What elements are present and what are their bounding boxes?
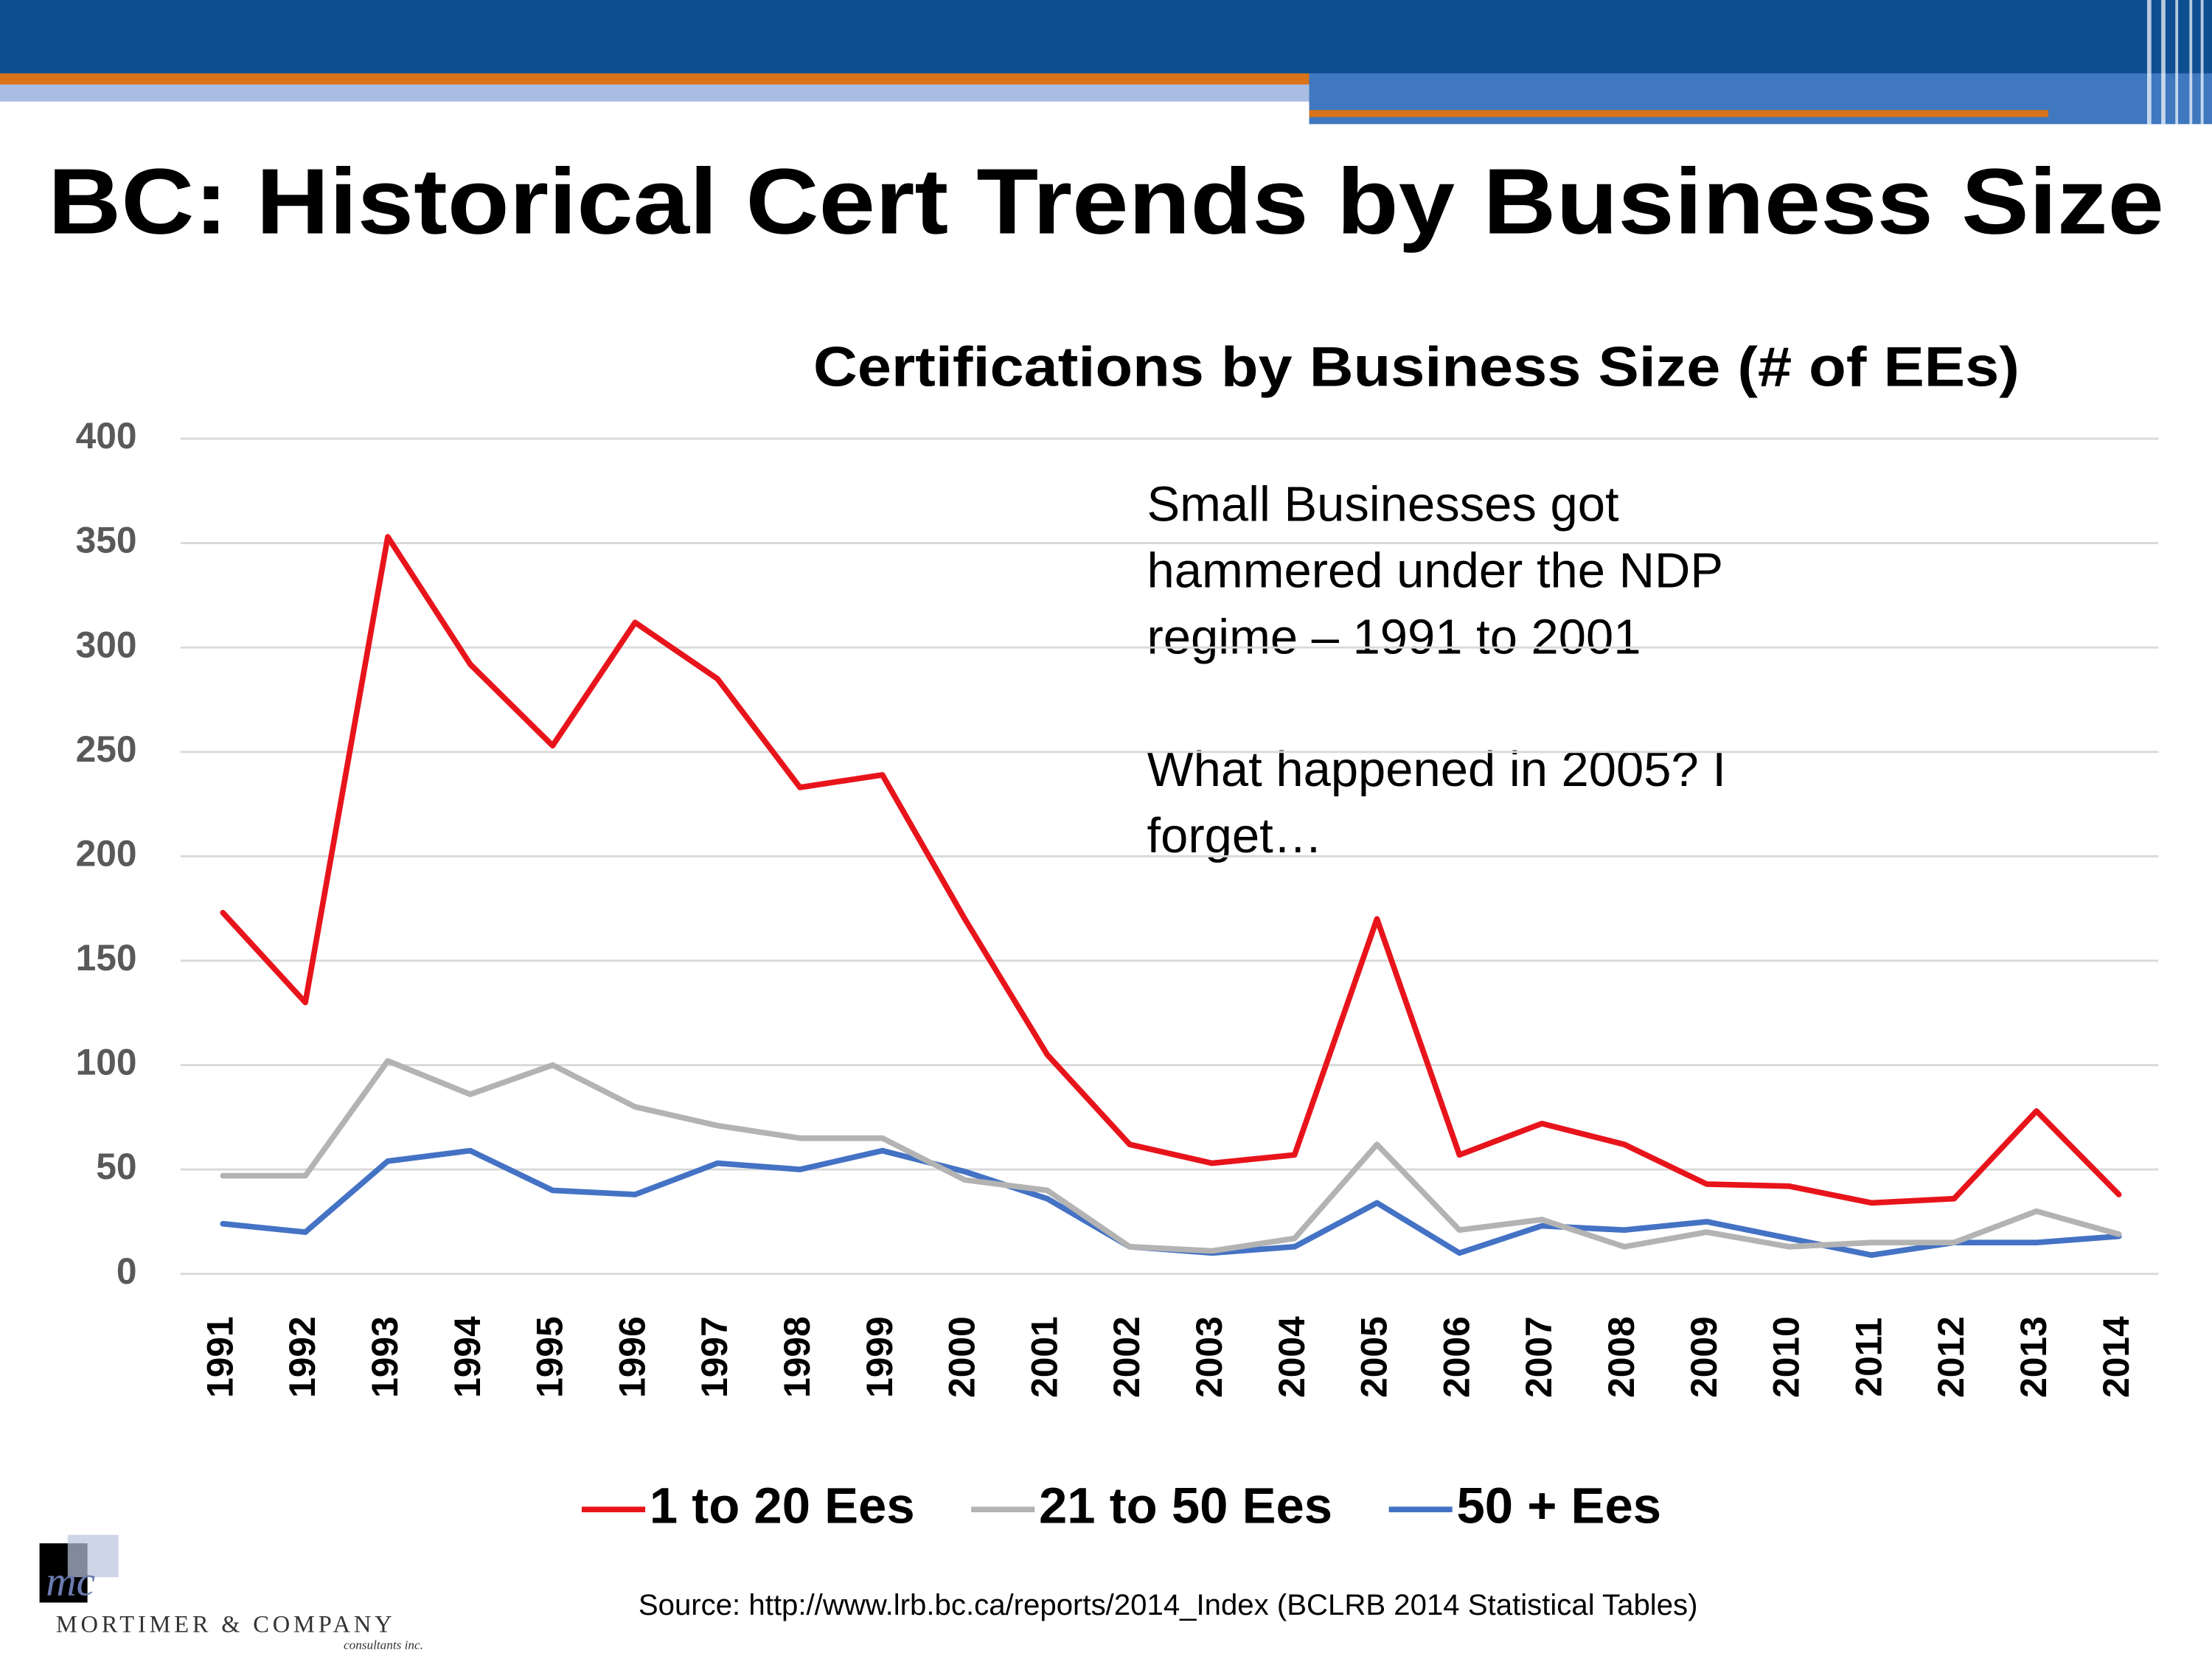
x-tick-label: 1995 bbox=[529, 1316, 571, 1398]
x-tick-label: 2003 bbox=[1189, 1316, 1230, 1398]
logo-name: Mortimer & Company bbox=[56, 1611, 396, 1638]
y-tick-label: 50 bbox=[96, 1146, 136, 1187]
y-tick-label: 400 bbox=[76, 415, 137, 456]
y-tick-label: 0 bbox=[116, 1251, 137, 1292]
x-tick-label: 2010 bbox=[1766, 1316, 1807, 1398]
y-tick-label: 100 bbox=[76, 1042, 137, 1083]
series-line bbox=[220, 1058, 2122, 1254]
x-tick-label: 2002 bbox=[1106, 1316, 1147, 1398]
logo-tagline: consultants inc. bbox=[344, 1638, 423, 1652]
x-tick-label: 1993 bbox=[364, 1316, 406, 1398]
legend-label: 50 + Ees bbox=[1456, 1477, 1661, 1534]
x-tick-label: 2011 bbox=[1848, 1318, 1889, 1397]
header-bar bbox=[0, 0, 2212, 74]
x-tick-label: 2012 bbox=[1930, 1316, 1972, 1398]
series-line bbox=[220, 534, 2122, 1206]
x-tick-label: 1994 bbox=[447, 1316, 488, 1398]
x-tick-label: 2000 bbox=[942, 1316, 983, 1398]
x-tick-label: 2007 bbox=[1518, 1316, 1559, 1398]
header-stripes bbox=[2146, 0, 2204, 125]
logo: mc Mortimer & Company consultants inc. bbox=[39, 1534, 423, 1652]
x-tick-label: 1996 bbox=[611, 1316, 653, 1398]
x-tick-label: 2004 bbox=[1271, 1316, 1312, 1398]
x-tick-label: 2008 bbox=[1601, 1316, 1642, 1398]
x-tick-label: 2014 bbox=[2096, 1316, 2137, 1398]
chart-title: Certifications by Business Size (# of EE… bbox=[813, 335, 2020, 398]
legend-label: 1 to 20 Ees bbox=[650, 1477, 915, 1534]
annotation-line: hammered under the NDP bbox=[1147, 543, 1723, 598]
series-line bbox=[220, 1147, 2122, 1259]
logo-mark: mc bbox=[46, 1559, 95, 1605]
x-tick-label: 2009 bbox=[1683, 1316, 1725, 1398]
slide-title: BC: Historical Cert Trends by Business S… bbox=[48, 150, 2164, 254]
header-accent bbox=[1309, 110, 2049, 117]
y-tick-label: 250 bbox=[76, 728, 137, 770]
x-tick-label: 1992 bbox=[282, 1316, 323, 1398]
annotation: Small Businesses got hammered under the N… bbox=[1147, 476, 1725, 863]
legend-label: 21 to 50 Ees bbox=[1039, 1477, 1332, 1534]
annotation-line: regime – 1991 to 2001 bbox=[1147, 609, 1641, 664]
y-tick-label: 300 bbox=[76, 624, 137, 665]
x-tick-label: 1999 bbox=[859, 1316, 900, 1398]
source-note: Source: http://www.lrb.bc.ca/reports/201… bbox=[639, 1588, 1698, 1621]
x-tick-label: 2001 bbox=[1023, 1316, 1065, 1398]
y-tick-label: 200 bbox=[76, 832, 137, 874]
x-tick-label: 1991 bbox=[199, 1316, 240, 1398]
x-tick-label: 1997 bbox=[694, 1316, 735, 1398]
header-accent bbox=[0, 84, 1312, 102]
header-accent bbox=[0, 73, 1312, 85]
annotation-line: What happened in 2005? I bbox=[1147, 742, 1725, 797]
y-tick-label: 350 bbox=[76, 520, 137, 561]
annotation-line: Small Businesses got bbox=[1147, 476, 1618, 532]
x-tick-label: 2013 bbox=[2013, 1316, 2054, 1398]
x-tick-label: 2005 bbox=[1354, 1316, 1395, 1398]
x-tick-label: 2006 bbox=[1436, 1316, 1477, 1398]
y-tick-label: 150 bbox=[76, 937, 137, 978]
x-tick-label: 1998 bbox=[776, 1316, 818, 1398]
annotation-line: forget… bbox=[1147, 808, 1322, 863]
legend: 1 to 20 Ees 21 to 50 Ees 50 + Ees bbox=[582, 1477, 1661, 1534]
